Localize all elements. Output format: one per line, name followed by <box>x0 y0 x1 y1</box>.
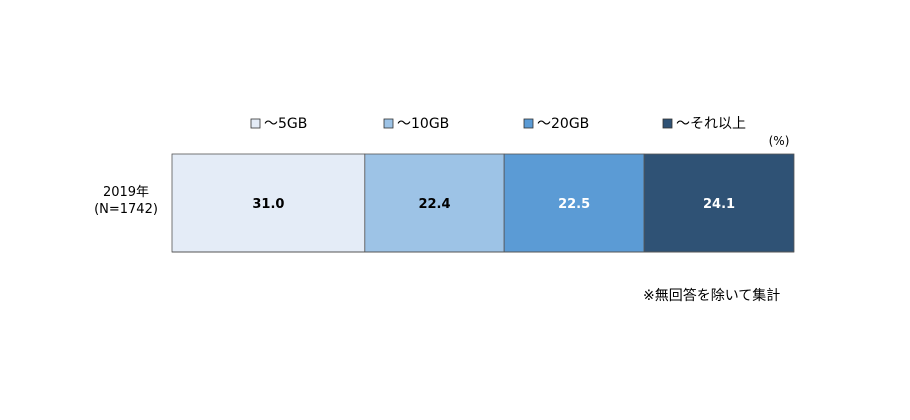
data-label: 22.5 <box>558 197 590 212</box>
legend-item: ～20GB <box>523 116 589 132</box>
legend-swatch <box>523 118 534 129</box>
footnote: ※無回答を除いて集計 <box>643 287 780 304</box>
data-label: 22.4 <box>418 197 450 212</box>
legend-label: ～5GB <box>264 116 307 132</box>
category-label: 2019年(N=1742) <box>94 185 158 217</box>
legend-label: ～それ以上 <box>676 116 746 132</box>
legend: ～5GB ～10GB ～20GB ～それ以上 <box>250 116 746 132</box>
bar-segment <box>364 153 505 253</box>
unit-label: (%) <box>769 134 790 148</box>
legend-item: ～10GB <box>383 116 449 132</box>
legend-swatch <box>250 118 261 129</box>
value-labels: 31.0 22.4 22.5 24.1 <box>252 197 735 212</box>
legend-label: ～10GB <box>397 116 449 132</box>
category-labels: 2019年(N=1742) <box>94 185 158 217</box>
data-label: 31.0 <box>252 197 284 212</box>
bar-segment <box>171 153 366 253</box>
bar-segment <box>503 153 645 253</box>
bar-segment <box>643 153 795 253</box>
data-label: 24.1 <box>703 197 735 212</box>
legend-item: ～それ以上 <box>662 116 746 132</box>
legend-label: ～20GB <box>537 116 589 132</box>
legend-item: ～5GB <box>250 116 307 132</box>
legend-swatch <box>383 118 394 129</box>
bars <box>171 153 795 253</box>
legend-swatch <box>662 118 673 129</box>
